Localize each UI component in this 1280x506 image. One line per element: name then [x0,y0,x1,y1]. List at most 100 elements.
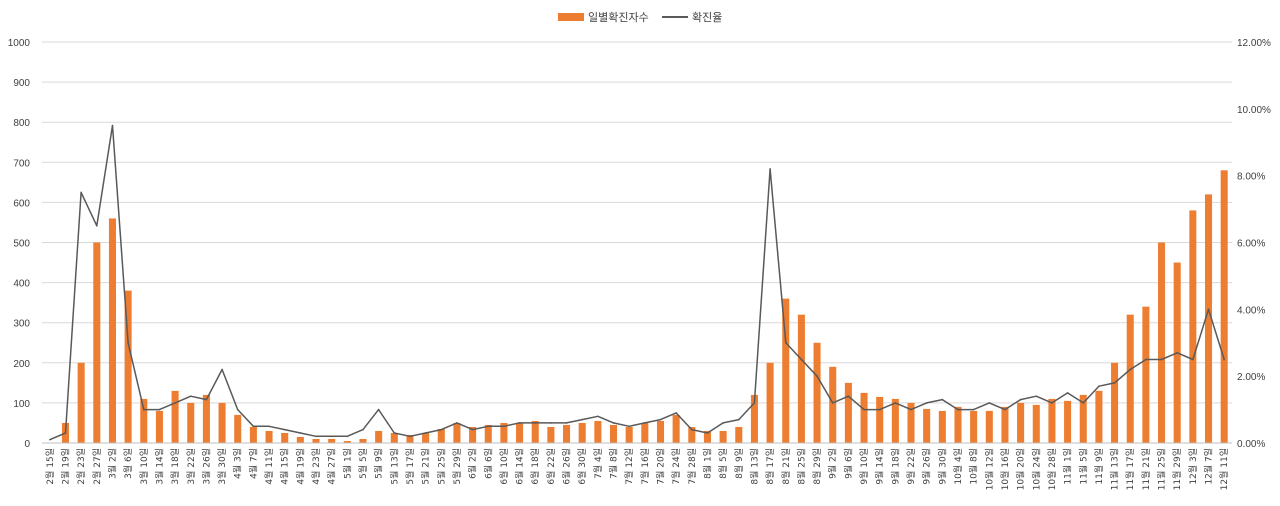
x-tick-label: 4월 23일 [310,448,322,485]
line-point [283,428,286,431]
bar [782,298,790,443]
x-tick-label: 3월 6일 [122,448,134,479]
bar [296,436,304,443]
bar [516,422,524,443]
x-tick-label: 7월 8일 [608,448,620,479]
x-tick-label: 4월 7일 [247,448,259,479]
line-point [659,418,662,421]
line-point [1019,398,1022,401]
x-tick-label: 5월 9일 [373,448,385,479]
line-point [706,432,709,434]
line-point [236,408,239,411]
bar [249,426,257,443]
line-point [1004,408,1006,411]
x-tick-label: 7월 4일 [592,448,604,479]
x-tick-label: 7월 16일 [639,448,651,485]
line-point [299,432,302,434]
x-tick-label: 9월 10일 [858,448,870,485]
line-point [597,415,599,418]
bar [891,398,899,443]
line-point [753,402,756,404]
y2-tick-label: 12.00% [1237,38,1271,49]
x-tick-label: 11월 1일 [1062,448,1074,485]
legend-swatch-bar [558,13,584,21]
line-point [127,341,129,344]
bar [609,424,618,443]
x-tick-label: 5월 5일 [357,448,369,479]
x-tick-label: 12월 3일 [1187,448,1199,485]
bar [1126,314,1134,443]
bar [985,410,993,443]
bar [547,426,555,443]
x-tick-label: 10월 4일 [952,448,964,485]
line-point [440,428,443,431]
x-tick-label: 4월 3일 [232,448,244,479]
bar [1142,306,1150,443]
line-point [675,412,677,414]
line-point [1098,385,1100,387]
line-point [831,402,834,404]
legend-group: 일별확진자수 확진율 [558,10,722,24]
line-point [863,408,865,411]
bar [766,362,774,443]
bar [312,438,320,443]
x-tick-label: 4월 15일 [279,448,291,485]
line-point [565,422,568,424]
line-point [1066,392,1069,394]
bar [124,290,132,443]
x-tick-label: 3월 14일 [153,448,165,485]
y-tick-label: 400 [13,279,30,290]
bar [93,242,101,443]
line-point [189,395,192,398]
x-tick-label: 3월 22일 [185,448,197,485]
line-point [315,435,317,438]
x-tick-label: 10월 8일 [968,448,980,485]
bar [218,402,226,443]
bar [234,414,242,443]
x-tick-label: 8월 9일 [733,448,745,479]
bar [343,440,351,443]
x-tick-label: 5월 13일 [388,448,400,485]
line-point [330,435,333,438]
x-tick-label: 7월 12일 [623,448,635,485]
x-tick-label: 6월 10일 [498,448,510,485]
x-tick-label: 10월 12일 [983,448,995,490]
x-tick-label: 8월 25일 [795,448,807,485]
x-tick-label: 11월 21일 [1140,448,1152,490]
line-point [221,368,223,371]
x-tick-label: 3월 10일 [138,448,150,485]
line-point [1192,358,1194,361]
line-point [534,422,537,424]
x-tick-label: 7월 20일 [654,448,666,485]
y2-tick-label: 6.00% [1237,239,1265,250]
line-point [1129,368,1132,371]
line-point [346,435,349,438]
line-point [424,432,427,434]
line-point [784,341,787,344]
bar [187,402,195,443]
line-point [1207,308,1210,311]
bar [578,422,586,443]
x-tick-label: 3월 30일 [216,448,228,485]
line-point [1160,358,1163,361]
x-tick-label: 4월 11일 [263,448,275,485]
bar [1001,406,1009,443]
line-point [800,358,803,361]
line-point [644,422,646,424]
line-point [910,408,912,411]
bar [923,408,931,443]
bar [860,392,868,443]
bar [829,366,837,443]
bar [406,434,414,443]
y2-tick-label: 10.00% [1237,105,1271,116]
line-point [471,428,474,431]
bar [938,410,946,443]
line-point [252,425,255,428]
y-tick-label: 900 [13,78,30,89]
bar [108,218,116,443]
line-point [816,375,818,377]
line-point [64,432,67,434]
line-point [205,398,208,401]
x-tick-label: 10월 24일 [1030,448,1042,490]
bar [703,430,711,443]
